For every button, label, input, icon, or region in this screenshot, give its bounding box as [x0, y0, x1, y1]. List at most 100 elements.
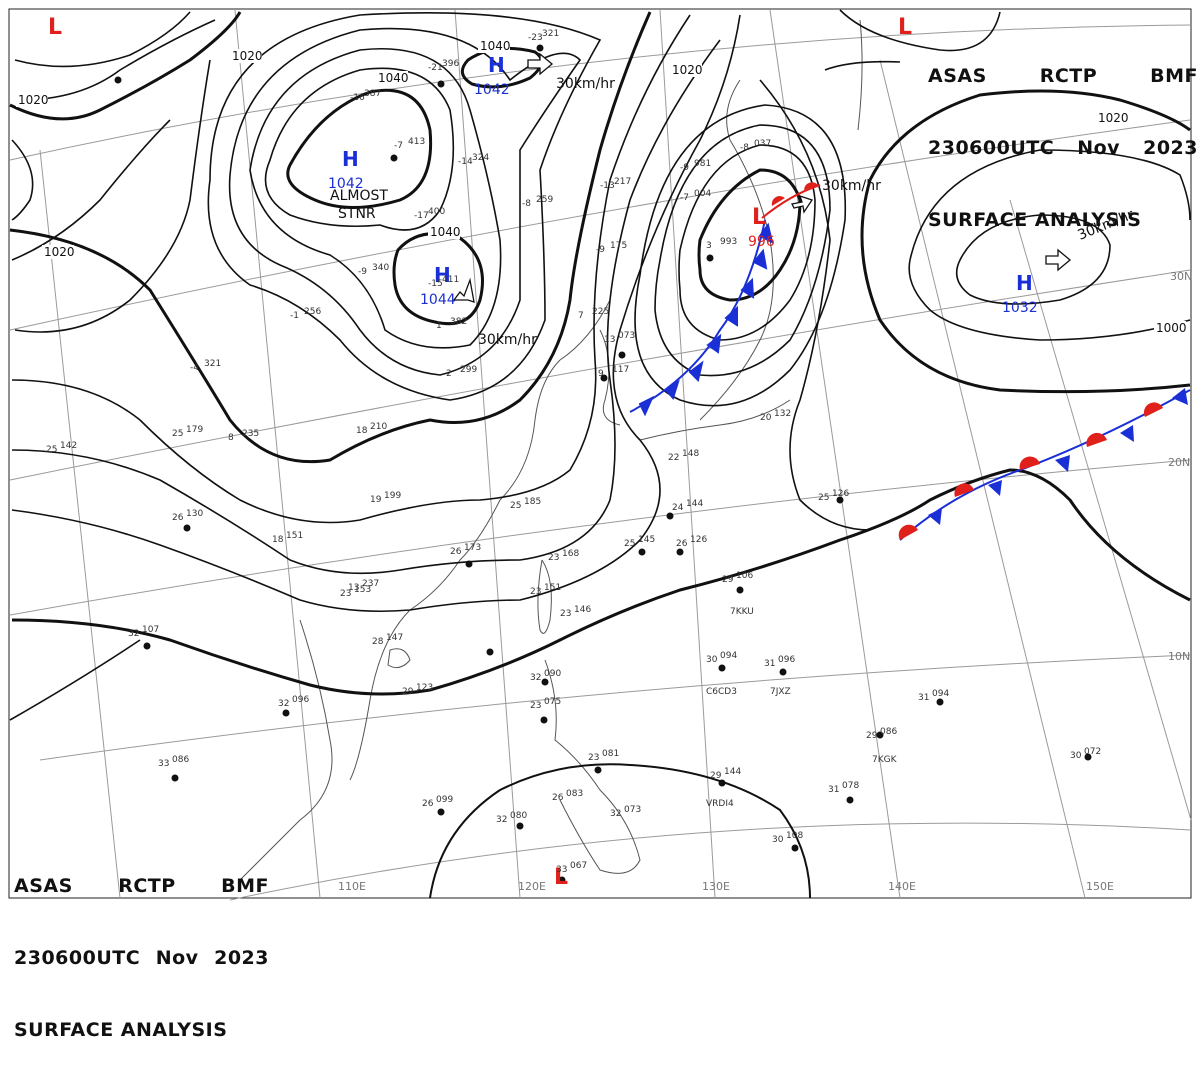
station-temperature: 23: [340, 589, 351, 599]
station-temperature: 32: [128, 629, 139, 639]
station-pressure: 225: [592, 307, 609, 317]
station-temperature: -9: [680, 163, 689, 173]
station-pressure: 151: [544, 583, 561, 593]
station-temperature: 18: [356, 426, 368, 436]
station-temperature: 25: [818, 493, 829, 503]
isobar: [908, 259, 1191, 341]
low-pressure-marker: L: [898, 15, 912, 40]
cold-front-barb: [988, 480, 1002, 496]
isobar-label: 1040: [480, 39, 511, 53]
station-pressure: 073: [618, 331, 635, 341]
motion-arrow-icon: [1045, 248, 1072, 272]
station-dot: [846, 796, 854, 804]
station-temperature: 32: [278, 699, 289, 709]
station-temperature: 26: [552, 793, 564, 803]
station-pressure: 080: [510, 811, 527, 821]
station-pressure: 235: [242, 429, 259, 439]
station-dot: [618, 351, 626, 359]
station-temperature: -9: [596, 245, 605, 255]
station-temperature: 26: [450, 547, 462, 557]
station-dot: [600, 374, 608, 382]
longitude-label: 140E: [888, 880, 916, 893]
station-temperature: 33: [556, 865, 567, 875]
station-pressure: 145: [638, 535, 655, 545]
station-pressure: 108: [786, 831, 803, 841]
cold-front-barb: [688, 360, 704, 382]
isobar: [654, 124, 831, 377]
station-temperature: 32: [496, 815, 507, 825]
station-pressure: 299: [460, 365, 477, 375]
station-temperature: 19: [370, 495, 382, 505]
station-temperature: -7: [394, 141, 403, 151]
header-month: Nov: [155, 947, 199, 969]
station-temperature: 28: [372, 637, 384, 647]
station-temperature: 13: [348, 583, 359, 593]
station-temperature: 30: [1070, 751, 1082, 761]
station-temperature: 30: [706, 655, 718, 665]
longitude-label: 130E: [702, 880, 730, 893]
station-pressure: 256: [304, 307, 321, 317]
ship-callsign: C6CD3: [706, 687, 737, 697]
motion-speed-label: 30km/hr: [822, 178, 881, 194]
station-temperature: 13: [604, 335, 615, 345]
isobar: [14, 11, 191, 68]
pressure-systems: H 1042 H 1042 H 1044 H 1032 L 996 L L L: [48, 15, 1038, 890]
motion-arrow-icon: [452, 277, 475, 303]
station-dot: [791, 844, 799, 852]
station-pressure: 151: [286, 531, 303, 541]
korea-coast: [599, 329, 621, 426]
station-dot: [876, 731, 884, 739]
station-temperature: 23: [530, 587, 541, 597]
isobar: [955, 214, 1111, 305]
station-temperature: 26: [676, 539, 688, 549]
header-title: SURFACE ANALYSIS: [928, 209, 1142, 231]
station-pressure: 340: [372, 263, 389, 273]
latitude-line: [9, 459, 1191, 616]
isobar: [868, 89, 1191, 181]
station-pressure: 117: [612, 365, 629, 375]
latitude-label: 20N: [1168, 456, 1190, 469]
annotation-line: ALMOST: [330, 188, 388, 204]
station-pressure: 086: [880, 727, 897, 737]
cold-front-barb: [1172, 388, 1188, 405]
station-temperature: -8: [740, 143, 749, 153]
low-pressure-marker: L: [752, 205, 766, 230]
station-dot: [282, 709, 290, 717]
longitude-line: [234, 9, 321, 899]
header-station: RCTP: [1039, 65, 1098, 87]
isobar-label-bg: [42, 245, 74, 259]
station-temperature: 25: [172, 429, 183, 439]
station-pressure: 072: [1084, 747, 1101, 757]
latitude-label: 30N: [1170, 270, 1192, 283]
station-temperature: 29: [722, 575, 734, 585]
longitude-line: [39, 149, 121, 899]
map-frame: [8, 8, 1192, 899]
latitude-line: [9, 269, 1191, 481]
station-temperature: 29: [402, 687, 414, 697]
station-temperature: 31: [764, 659, 775, 669]
station-temperature: 23: [588, 753, 599, 763]
motion-arrow-icon: [791, 194, 814, 214]
isobar: [429, 763, 811, 899]
isobar-label: 1040: [430, 225, 461, 239]
station-dot: [183, 524, 191, 532]
system-pressure: 1044: [420, 292, 456, 308]
station-pressure: 324: [472, 153, 489, 163]
station-pressure: 148: [682, 449, 699, 459]
station-pressure: 126: [832, 489, 849, 499]
latitude-labels: 30N 20N 10N: [1168, 270, 1192, 663]
station-pressure: 096: [292, 695, 309, 705]
station-dot: [465, 560, 473, 568]
isobar: [14, 59, 211, 333]
header-agency: ASAS: [14, 875, 73, 897]
isobar-label-bg: [376, 71, 408, 85]
system-pressure: 996: [748, 234, 775, 250]
system-pressure: 1042: [328, 176, 364, 192]
warm-front-bump: [771, 196, 785, 206]
header-title: SURFACE ANALYSIS: [14, 1019, 228, 1041]
station-pressure: 168: [562, 549, 579, 559]
latitude-line: [229, 822, 1191, 901]
isobar-labels: 1040 1040 1040 1020 1020 1020 1020 1020 1000: [16, 39, 1187, 335]
longitude-line: [769, 9, 901, 899]
